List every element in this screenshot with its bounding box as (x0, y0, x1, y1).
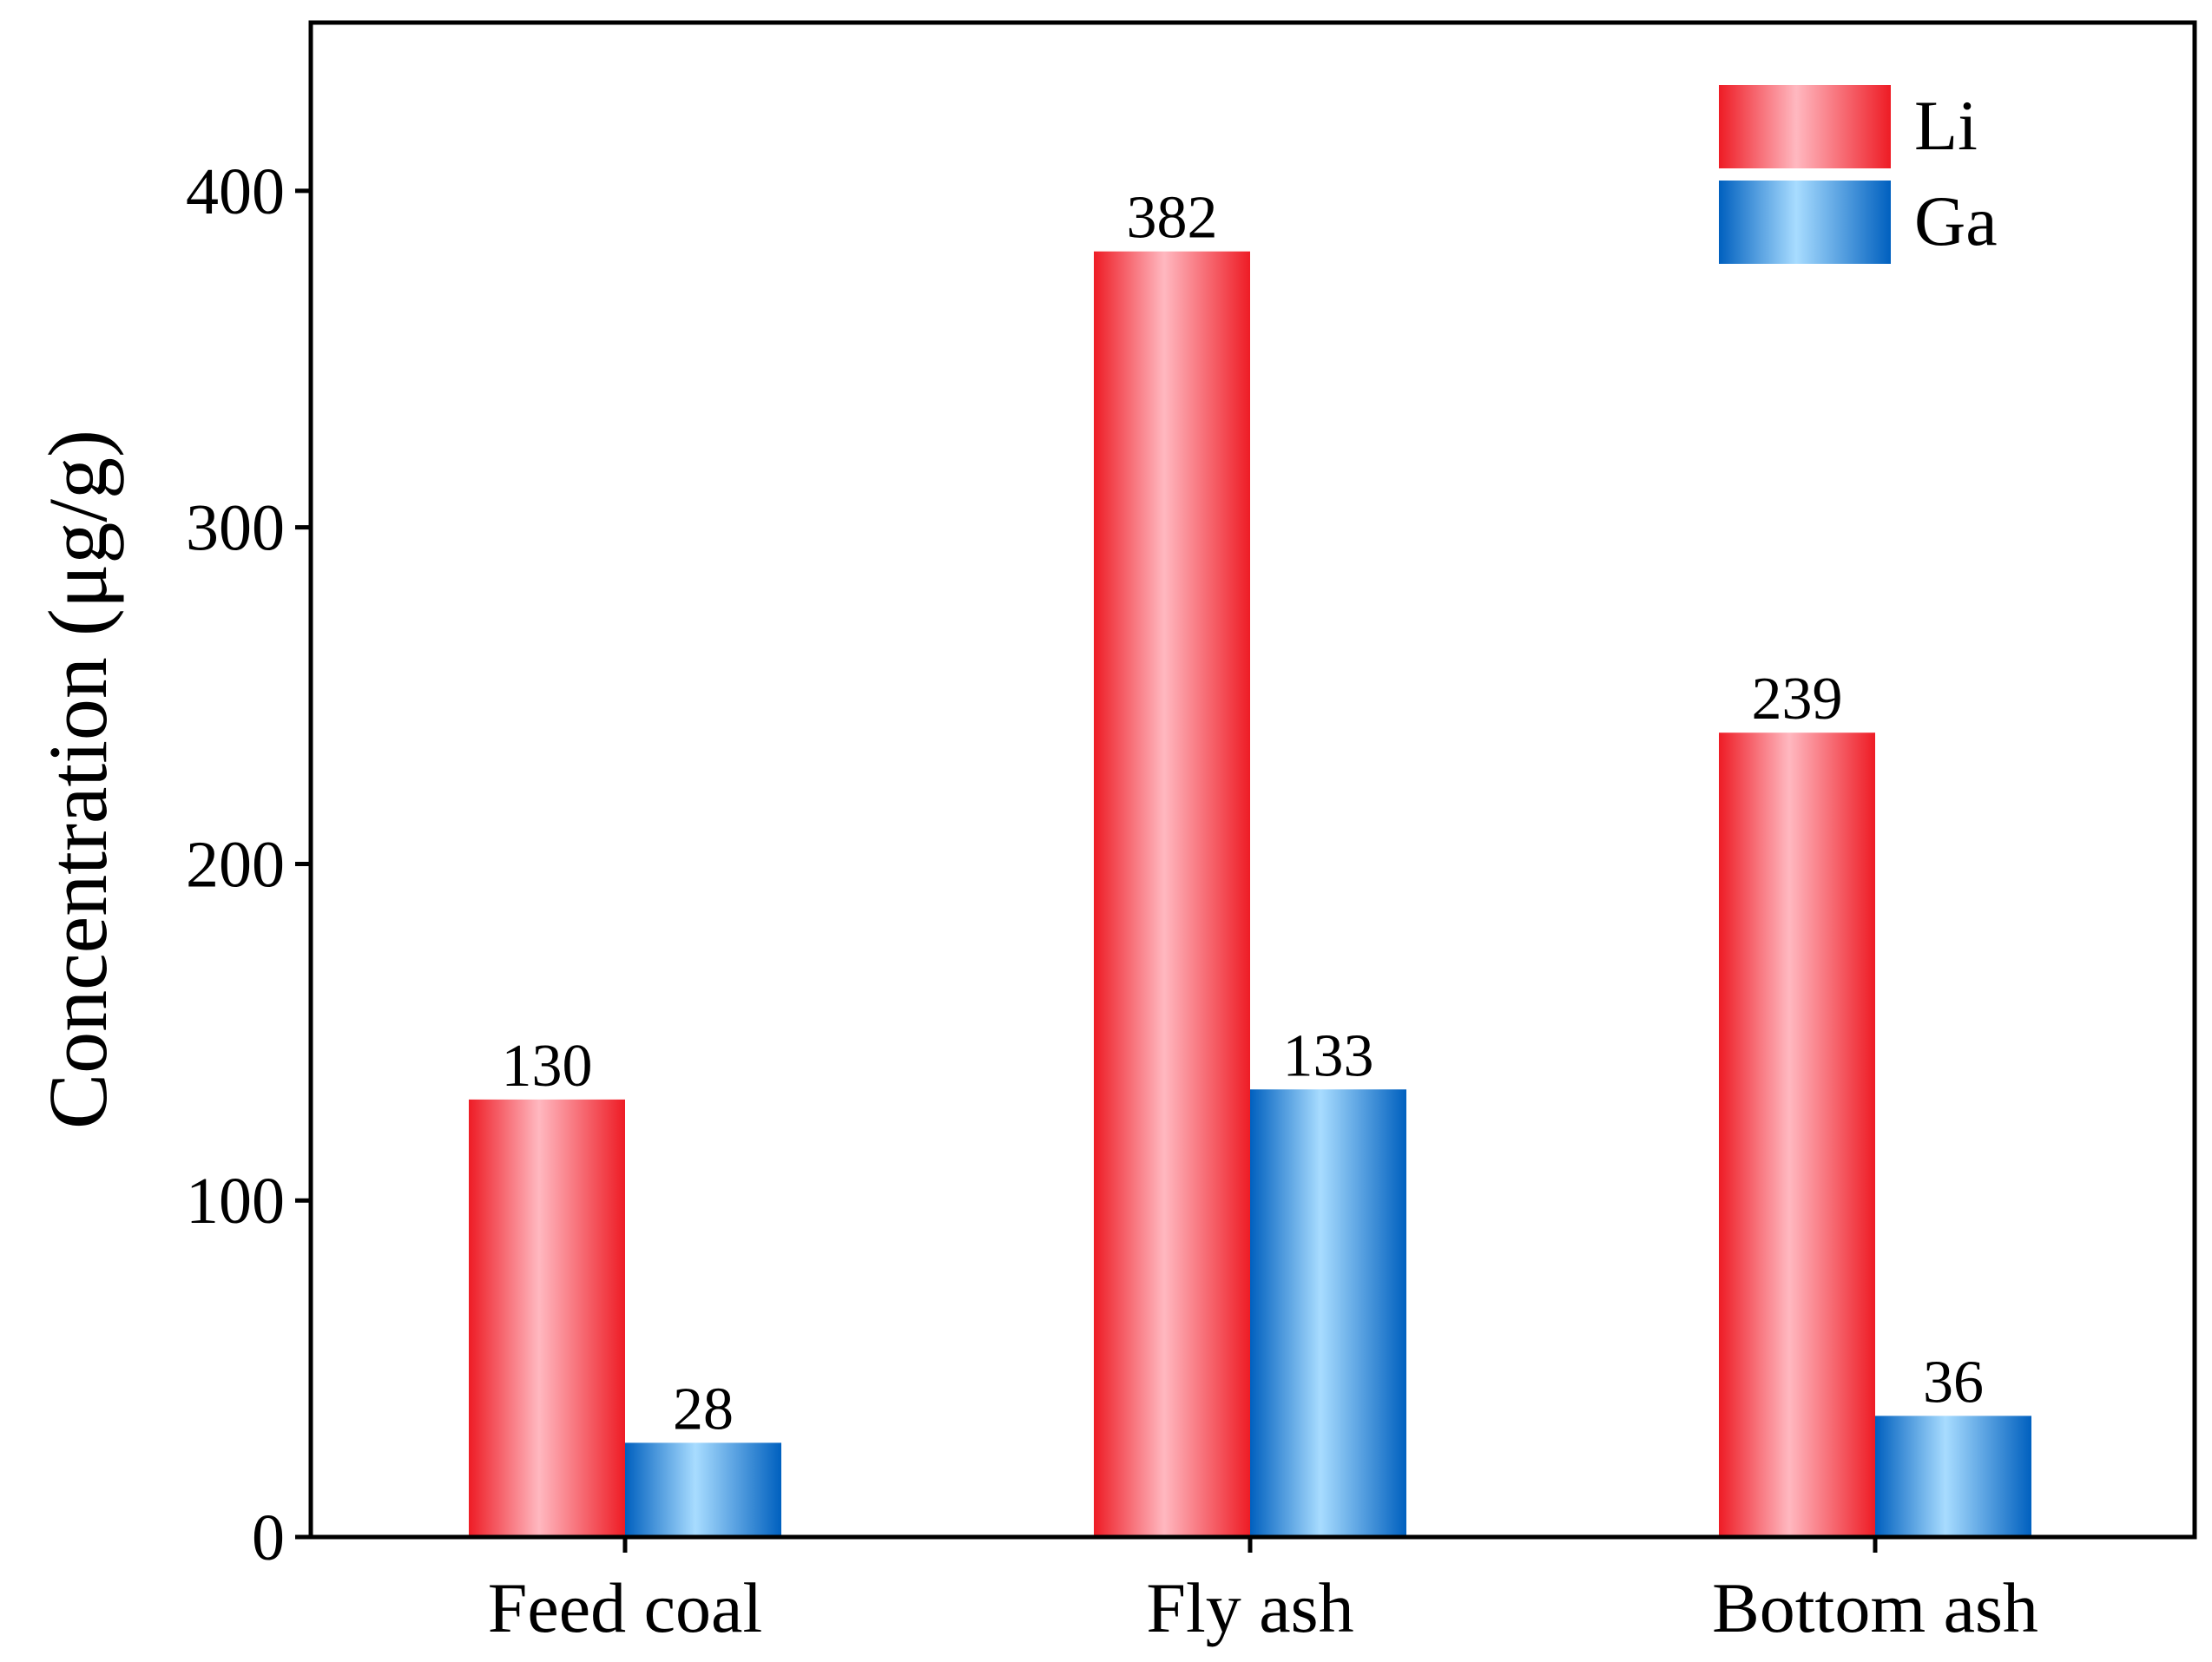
data-label-ga-bottom-ash: 36 (1923, 1349, 1984, 1416)
legend-label-li: Li (1914, 86, 1978, 165)
data-label-ga-fly-ash: 133 (1283, 1022, 1374, 1089)
bar-ga-fly-ash (1250, 1089, 1406, 1537)
data-label-li-bottom-ash: 239 (1752, 666, 1843, 732)
bar-ga-feed-coal (625, 1442, 781, 1537)
data-labels-layer: 130 28 382 133 239 36 (502, 185, 1985, 1443)
plot-frame (308, 20, 2197, 1540)
y-tick-label-300: 300 (186, 492, 285, 565)
x-axis: Feed coal Fly ash Bottom ash (488, 1537, 2038, 1647)
data-label-li-fly-ash: 382 (1127, 185, 1218, 252)
legend: Li Ga (1719, 85, 1998, 264)
bars-layer (469, 251, 2031, 1537)
bar-li-fly-ash (1094, 251, 1250, 1537)
y-axis: 0 100 200 300 400 (186, 155, 311, 1574)
y-tick-label-0: 0 (252, 1501, 285, 1574)
category-label-bottom-ash: Bottom ash (1712, 1568, 2038, 1647)
bar-ga-bottom-ash (1875, 1416, 2031, 1537)
bar-li-bottom-ash (1719, 732, 1875, 1537)
category-label-fly-ash: Fly ash (1146, 1568, 1353, 1647)
bar-li-feed-coal (469, 1099, 625, 1537)
y-tick-label-400: 400 (186, 155, 285, 228)
y-axis-title: Concentration (μg/g) (31, 430, 124, 1129)
data-label-li-feed-coal: 130 (502, 1033, 593, 1100)
legend-swatch-li (1719, 85, 1891, 168)
category-label-feed-coal: Feed coal (488, 1568, 762, 1647)
legend-label-ga: Ga (1914, 181, 1998, 260)
y-tick-label-200: 200 (186, 828, 285, 901)
data-label-ga-feed-coal: 28 (673, 1376, 734, 1442)
legend-swatch-ga (1719, 181, 1891, 264)
y-tick-label-100: 100 (186, 1165, 285, 1238)
